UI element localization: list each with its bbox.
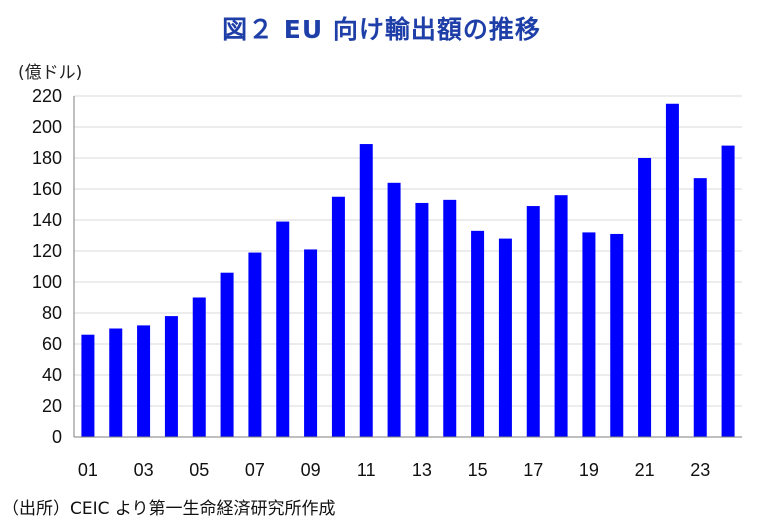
x-tick-label: 11: [357, 460, 376, 480]
y-tick-label: 220: [32, 86, 62, 106]
axes: [73, 96, 742, 438]
source-note: （出所）CEIC より第一生命経済研究所作成: [2, 499, 336, 519]
y-tick-labels: 0 20 40 60 80 100 120 140 160 180 200 220: [32, 86, 62, 447]
grid-lines: [74, 95, 742, 407]
x-tick-label: 13: [412, 460, 432, 480]
y-tick-label: 40: [42, 365, 62, 385]
x-tick-label: 19: [579, 460, 599, 480]
x-tick-label: 23: [690, 460, 710, 480]
y-tick-label: 20: [42, 396, 62, 416]
y-tick-label: 100: [32, 272, 62, 292]
bar-05: [192, 297, 206, 437]
y-tick-label: 200: [32, 117, 62, 137]
bar-24: [721, 145, 735, 437]
y-axis-unit-label: (億ドル): [18, 63, 83, 83]
y-tick-label: 0: [52, 427, 62, 447]
bar-18: [554, 195, 568, 437]
x-tick-labels: 01 03 05 07 09 11 13 15 17 19 21 23: [78, 460, 710, 480]
bar-06: [220, 272, 234, 437]
bar-02: [109, 328, 123, 437]
bar-14: [443, 199, 457, 437]
bar-03: [137, 325, 151, 437]
x-tick-label: 21: [635, 460, 655, 480]
bar-17: [526, 206, 540, 437]
bar-23: [693, 178, 707, 437]
bar-21: [638, 158, 652, 437]
y-tick-label: 160: [32, 179, 62, 199]
x-tick-label: 05: [189, 460, 209, 480]
bar-16: [498, 238, 512, 437]
y-tick-label: 120: [32, 241, 62, 261]
bar-13: [415, 202, 429, 437]
bar-04: [164, 316, 178, 437]
bar-22: [665, 103, 679, 437]
bar-12: [387, 182, 401, 437]
bar-09: [304, 249, 318, 437]
y-tick-label: 60: [42, 334, 62, 354]
x-tick-label: 07: [245, 460, 265, 480]
chart-title: 図２ EU 向け輸出額の推移: [222, 15, 541, 44]
bar-20: [610, 233, 624, 437]
bar-15: [471, 230, 485, 437]
y-tick-label: 180: [32, 148, 62, 168]
bar-10: [331, 196, 345, 437]
bar-01: [81, 334, 95, 437]
bar-19: [582, 232, 596, 437]
y-tick-label: 140: [32, 210, 62, 230]
bar-07: [248, 252, 262, 437]
bar-08: [276, 221, 290, 437]
x-tick-label: 17: [523, 460, 543, 480]
x-tick-label: 01: [78, 460, 98, 480]
bars: [81, 103, 735, 438]
x-tick-label: 15: [468, 460, 488, 480]
x-tick-label: 09: [301, 460, 321, 480]
x-tick-label: 03: [134, 460, 154, 480]
bar-11: [359, 144, 373, 438]
y-tick-label: 80: [42, 303, 62, 323]
